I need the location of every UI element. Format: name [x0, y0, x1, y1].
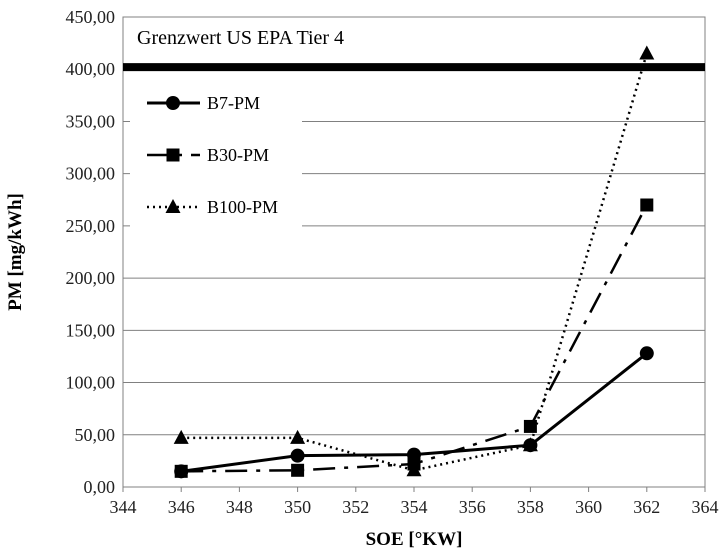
- legend-label: B100-PM: [207, 197, 278, 217]
- legend: B7-PM B30-PM B100-PM: [130, 78, 302, 234]
- data-point-b30-pm: [291, 463, 305, 477]
- data-point-b100-pm: [173, 429, 189, 444]
- x-tick-label: 348: [226, 497, 253, 517]
- y-tick-label: 400,00: [66, 59, 116, 79]
- series-line-b30-pm: [181, 204, 648, 473]
- x-tick-label: 346: [168, 497, 195, 517]
- data-point-b30-pm: [174, 464, 188, 478]
- data-point-b100-pm: [639, 45, 655, 60]
- legend-label: B7-PM: [207, 93, 260, 113]
- data-point-b100-pm: [406, 462, 422, 477]
- x-tick-label: 350: [284, 497, 311, 517]
- y-tick-label: 450,00: [66, 7, 116, 27]
- legend-items: B7-PM B30-PM B100-PM: [147, 93, 278, 217]
- y-tick-label: 250,00: [66, 216, 116, 236]
- data-point-b7-pm: [639, 346, 654, 361]
- y-tick-labels: 0,00 50,00 100,00 150,00 200,00 250,00 300,00 3…: [66, 7, 116, 497]
- x-axis-title: SOE [°KW]: [366, 529, 463, 549]
- series-line-b100-pm: [181, 53, 648, 472]
- data-point-b30-pm: [523, 419, 537, 433]
- y-tick-label: 150,00: [66, 320, 116, 340]
- x-tick-label: 352: [342, 497, 369, 517]
- y-tick-label: 200,00: [66, 268, 116, 288]
- data-point-b100-pm: [290, 429, 306, 444]
- y-axis-title: PM [mg/kWh]: [5, 193, 26, 311]
- data-point-b100-pm: [522, 437, 538, 452]
- legend-marker: [166, 96, 180, 110]
- y-tick-label: 300,00: [66, 164, 116, 184]
- y-tick-label: 100,00: [66, 373, 116, 393]
- series-layer: [173, 45, 655, 479]
- legend-marker: [165, 199, 181, 213]
- y-tick-label: 50,00: [75, 425, 116, 445]
- data-point-b7-pm: [290, 448, 305, 463]
- legend-marker: [166, 148, 180, 162]
- x-tick-label: 360: [575, 497, 602, 517]
- x-tick-label: 354: [401, 497, 428, 517]
- y-tick-label: 350,00: [66, 111, 116, 131]
- data-point-b30-pm: [640, 198, 654, 212]
- x-tick-label: 356: [459, 497, 486, 517]
- x-tick-label: 362: [633, 497, 660, 517]
- legend-label: B30-PM: [207, 145, 269, 165]
- x-tick-label: 344: [110, 497, 137, 517]
- x-tick-label: 358: [517, 497, 544, 517]
- x-tick-label: 364: [692, 497, 719, 517]
- y-tick-label: 0,00: [84, 477, 116, 497]
- x-tick-labels: 344 346 348 350 352 354 356 358 360 362 364: [110, 487, 719, 517]
- limit-line-label: Grenzwert US EPA Tier 4: [137, 27, 344, 49]
